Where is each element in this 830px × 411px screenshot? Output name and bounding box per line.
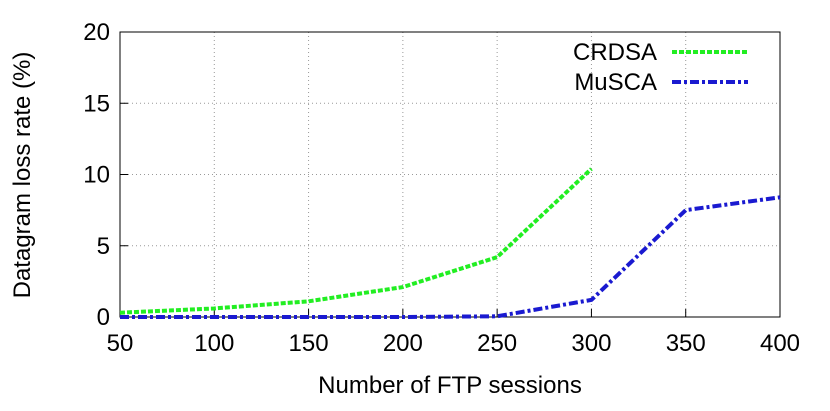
y-tick-label: 5 [97, 233, 110, 260]
y-axis-label: Datagram loss rate (%) [9, 52, 36, 299]
series-line [119, 167, 593, 315]
y-tick-label: 20 [83, 19, 110, 46]
y-tick-label: 0 [97, 304, 110, 331]
plot-frame [119, 31, 781, 318]
x-tick-label: 400 [760, 330, 800, 357]
x-tick-label: 100 [194, 330, 234, 357]
y-tick-label: 15 [83, 90, 110, 117]
x-tick-label: 50 [107, 330, 134, 357]
x-axis-label: Number of FTP sessions [318, 372, 582, 399]
legend-label: MuSCA [574, 69, 657, 96]
series-line [120, 195, 781, 319]
x-tick-label: 350 [666, 330, 706, 357]
x-tick-label: 300 [571, 330, 611, 357]
x-tick-label: 150 [289, 330, 329, 357]
x-tick-label: 250 [477, 330, 517, 357]
y-tick-label: 10 [83, 162, 110, 189]
x-tick-label: 200 [383, 330, 423, 357]
legend-label: CRDSA [573, 39, 657, 66]
